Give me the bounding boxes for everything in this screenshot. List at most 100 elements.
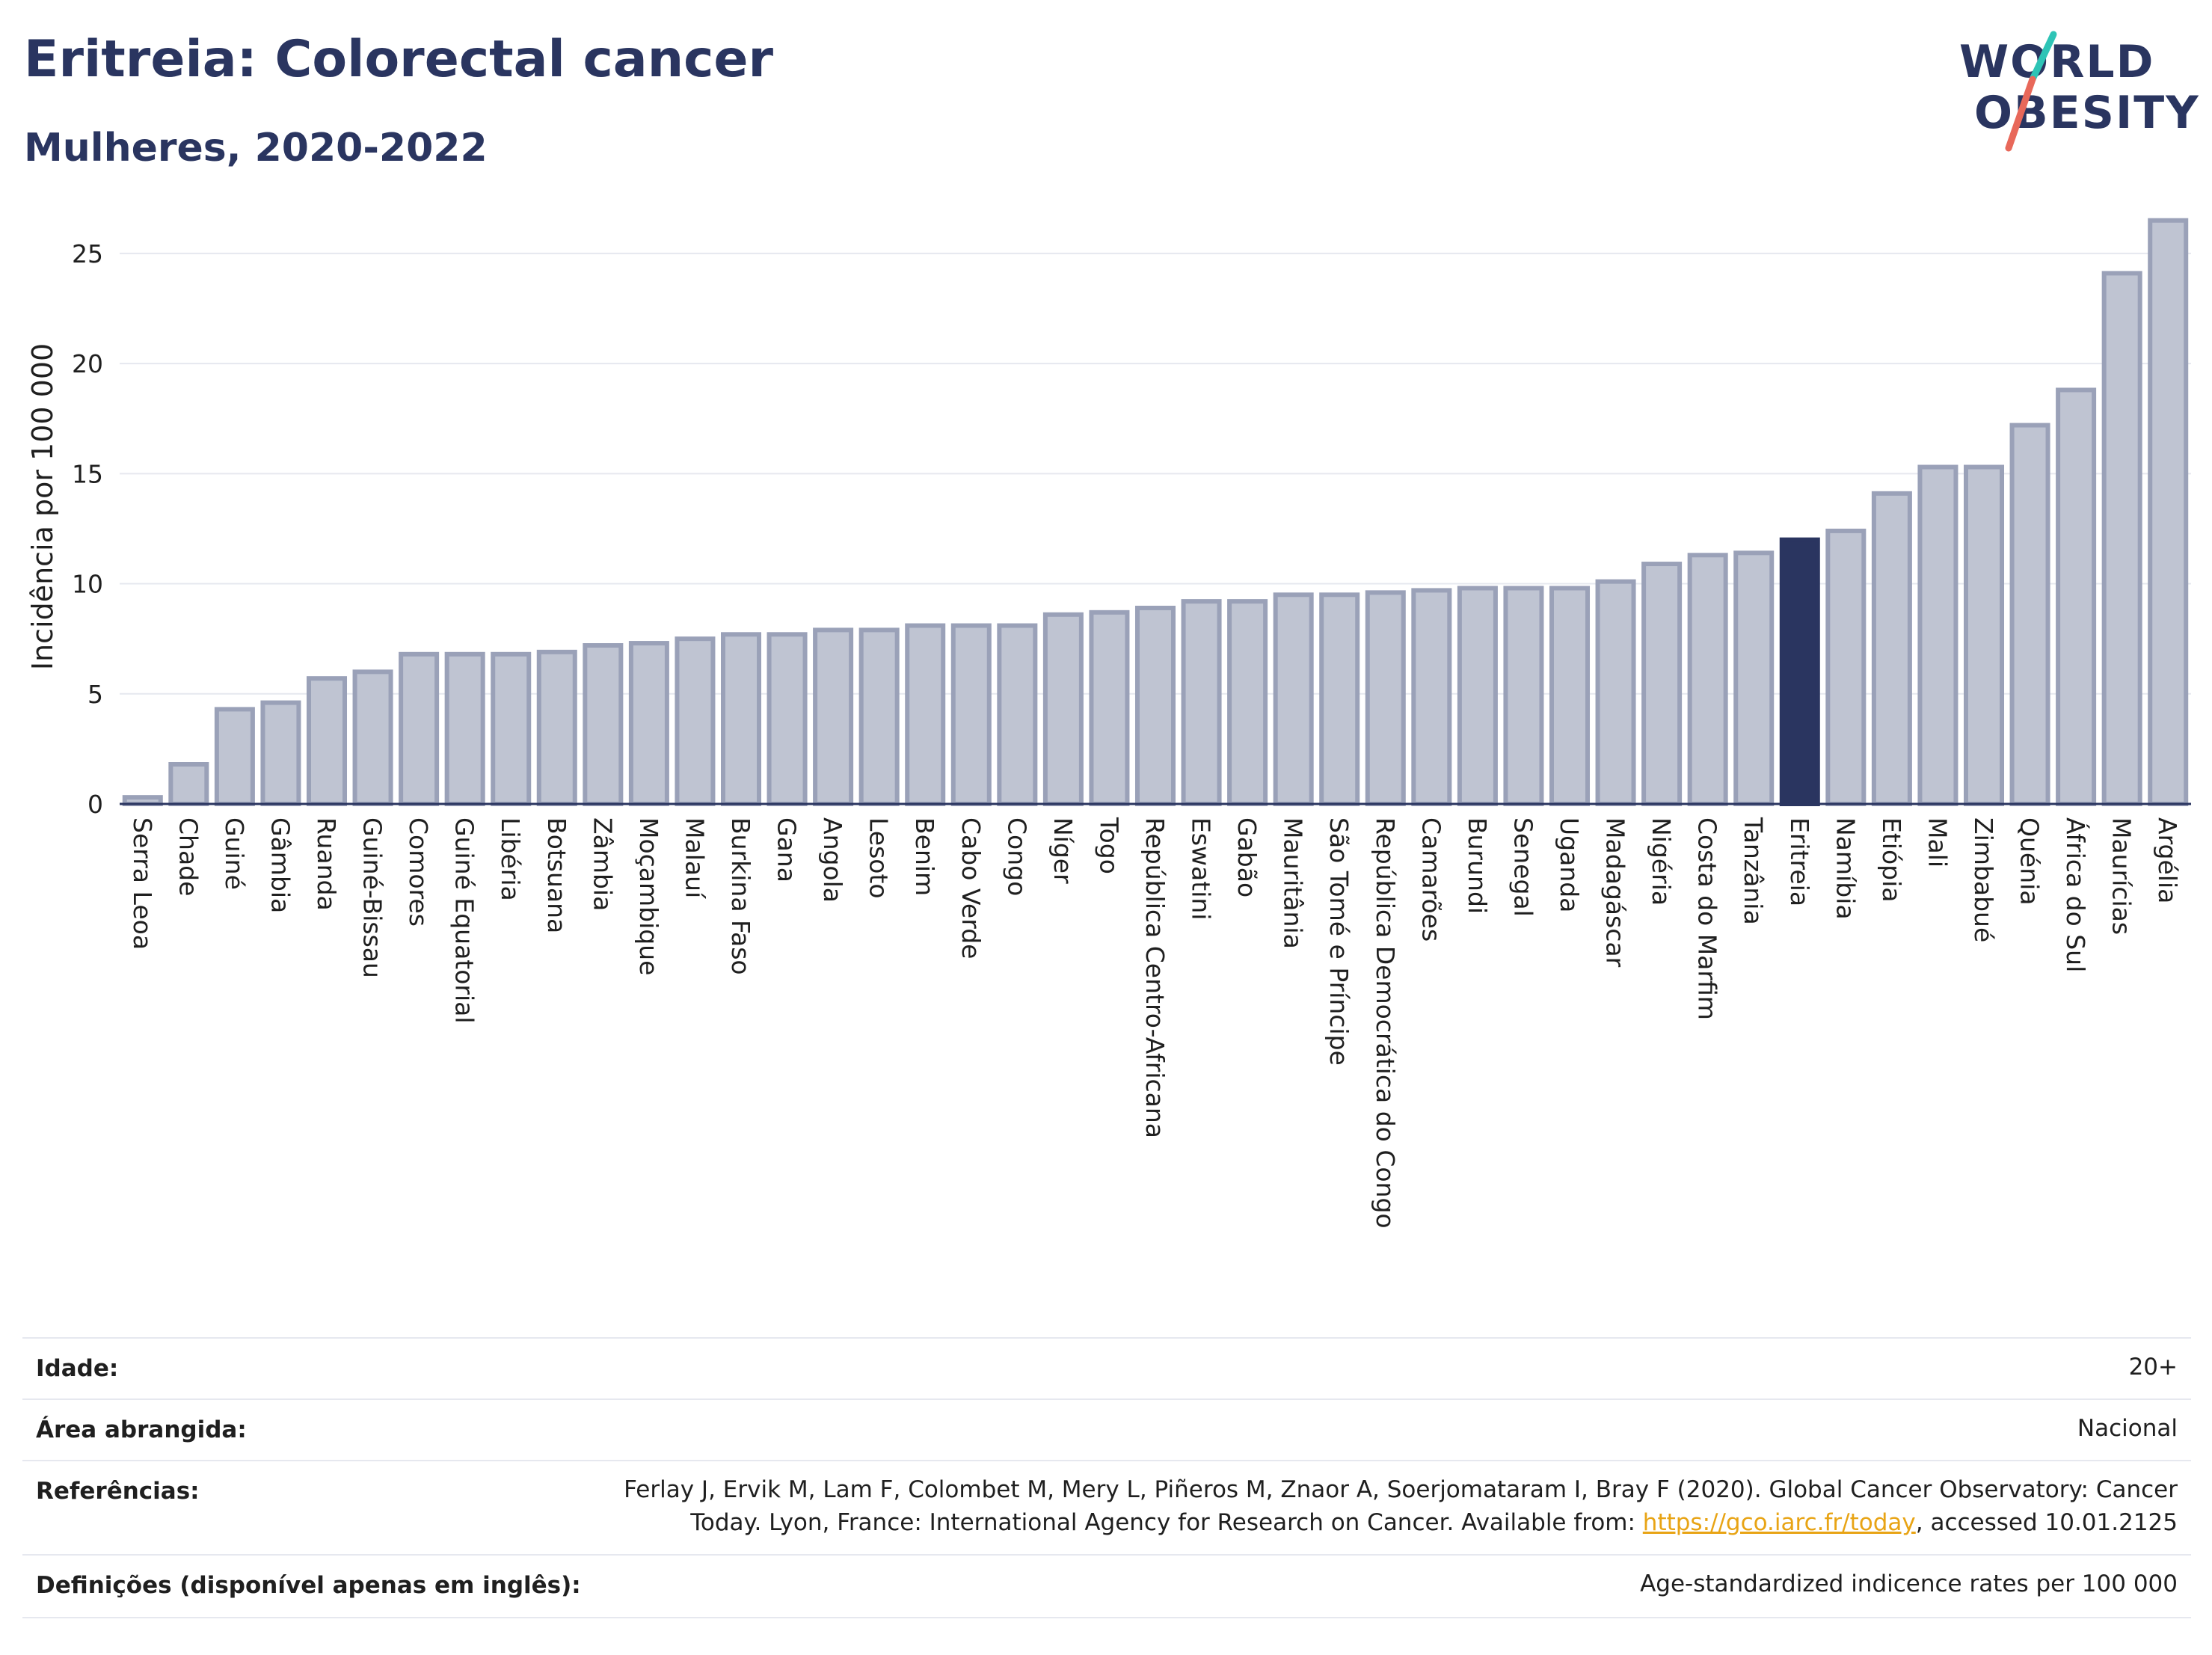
y-axis-label: Incidência por 100 000 <box>26 343 59 670</box>
bar <box>306 676 348 807</box>
bar <box>675 636 716 807</box>
y-tick-label: 15 <box>72 459 103 488</box>
x-tick-label: Botsuana <box>542 817 571 933</box>
bar <box>950 623 992 806</box>
meta-label-definitions: Definições (disponível apenas em inglês)… <box>36 1572 581 1599</box>
bar <box>1503 586 1544 806</box>
reference-text: Today. Lyon, France: International Agenc… <box>690 1509 1643 1536</box>
y-tick-label: 0 <box>87 790 103 819</box>
y-tick-label: 25 <box>72 239 103 268</box>
meta-value-references: Ferlay J, Ervik M, Lam F, Colombet M, Me… <box>624 1473 2178 1539</box>
logo-slash-icon <box>2005 31 2057 152</box>
x-tick-label: Eritreia <box>1785 817 1814 906</box>
x-tick-label: Uganda <box>1555 817 1584 912</box>
meta-row-age: Idade: 20+ <box>22 1337 2191 1400</box>
x-axis-labels: Serra Leoa Chade Guiné Gâmbia Ruanda Guiné-Bi… <box>128 817 2182 1229</box>
bar <box>1365 590 1406 806</box>
bar <box>260 700 301 806</box>
bar <box>2056 387 2097 806</box>
x-tick-label: Nigéria <box>1647 817 1676 906</box>
x-tick-label: Comores <box>404 817 433 927</box>
x-tick-label: Burkina Faso <box>726 817 755 975</box>
x-tick-label: Gana <box>772 817 802 882</box>
bar <box>1181 599 1222 806</box>
bar <box>1917 464 1958 806</box>
bar <box>1457 586 1498 806</box>
bar <box>1779 537 1820 807</box>
x-tick-label: Gâmbia <box>265 817 295 913</box>
bar <box>214 707 255 807</box>
bar <box>628 641 669 806</box>
x-tick-label: Lesoto <box>864 817 894 899</box>
bar <box>536 649 577 806</box>
x-tick-label: Malauí <box>680 817 709 900</box>
y-tick-label: 5 <box>87 680 103 709</box>
reference-accessed: , accessed 10.01.2125 <box>1915 1509 2178 1536</box>
x-tick-label: Congo <box>1002 817 1031 896</box>
bar <box>1042 612 1084 806</box>
bar-chart: 0 5 10 15 20 25 Serra Leoa Chade Guiné Gâmbia Rua… <box>26 218 2191 1229</box>
x-tick-label: Guiné-Bissau <box>358 817 387 978</box>
world-obesity-logo: WORLD OBESITY <box>1944 30 2199 165</box>
bar <box>1273 592 1314 806</box>
x-tick-label: Gabão <box>1232 817 1262 897</box>
bar <box>1871 491 1912 806</box>
y-axis-ticks: 0 5 10 15 20 25 <box>72 239 103 819</box>
x-tick-label: Zimbabué <box>1969 817 1998 942</box>
bar <box>858 627 900 807</box>
x-tick-label: Tanzânia <box>1739 817 1768 925</box>
meta-value-definitions: Age-standardized indicence rates per 100… <box>1640 1570 2178 1597</box>
bar <box>1595 579 1636 806</box>
y-tick-label: 20 <box>72 349 103 378</box>
bar <box>813 627 854 807</box>
x-tick-label: Quénia <box>2015 817 2044 906</box>
reference-line-1: Ferlay J, Ervik M, Lam F, Colombet M, Me… <box>624 1476 2178 1503</box>
chart-subtitle: Mulheres, 2020-2022 <box>24 126 488 171</box>
x-tick-label: Senegal <box>1508 817 1537 917</box>
bar <box>399 651 440 806</box>
x-tick-label: Serra Leoa <box>128 817 157 950</box>
bar <box>2009 423 2050 806</box>
x-tick-label: Moçambique <box>634 817 663 975</box>
reference-link[interactable]: https://gco.iarc.fr/today <box>1642 1509 1916 1536</box>
bar <box>997 623 1038 806</box>
bar <box>1549 586 1591 806</box>
x-tick-label: Camarões <box>1416 817 1446 942</box>
x-tick-label: Ruanda <box>312 817 341 911</box>
x-tick-label: Togo <box>1094 817 1123 874</box>
x-tick-label: Namíbia <box>1831 817 1860 920</box>
x-tick-label: Chade <box>173 817 203 896</box>
meta-row-references: Referências: Ferlay J, Ervik M, Lam F, C… <box>22 1460 2191 1556</box>
x-tick-label: Benim <box>910 817 939 896</box>
meta-label-references: Referências: <box>36 1478 200 1505</box>
meta-label-age: Idade: <box>36 1355 119 1382</box>
bar <box>1089 610 1130 806</box>
bar <box>1825 528 1867 807</box>
bar <box>1227 599 1268 806</box>
meta-label-area: Área abrangida: <box>36 1416 247 1443</box>
x-tick-label: Angola <box>818 817 847 903</box>
x-tick-label: Libéria <box>496 817 525 901</box>
x-tick-label: Costa do Marfim <box>1693 817 1722 1020</box>
x-tick-label: São Tomé e Príncipe <box>1324 817 1354 1066</box>
logo-text-world: WORLD <box>1959 36 2155 88</box>
x-tick-label: Maurícias <box>2107 817 2136 935</box>
x-tick-label: Guiné Equatorial <box>450 817 479 1024</box>
bar <box>2101 271 2142 806</box>
bar <box>766 632 808 806</box>
x-tick-label: Mali <box>1923 817 1952 868</box>
y-tick-label: 10 <box>72 570 103 599</box>
x-tick-label: Argélia <box>2153 817 2182 903</box>
x-tick-label: Eswatini <box>1187 817 1216 920</box>
bar <box>1733 550 1775 806</box>
bar <box>352 669 393 806</box>
x-tick-label: Guiné <box>220 817 249 890</box>
bar <box>1134 605 1176 806</box>
x-tick-label: Madagáscar <box>1601 817 1630 968</box>
x-tick-label: Burundi <box>1463 817 1492 914</box>
bar <box>583 643 624 806</box>
bar <box>1687 553 1728 806</box>
bar <box>1411 588 1452 807</box>
meta-value-area: Nacional <box>2077 1415 2178 1442</box>
bar <box>1319 592 1360 806</box>
